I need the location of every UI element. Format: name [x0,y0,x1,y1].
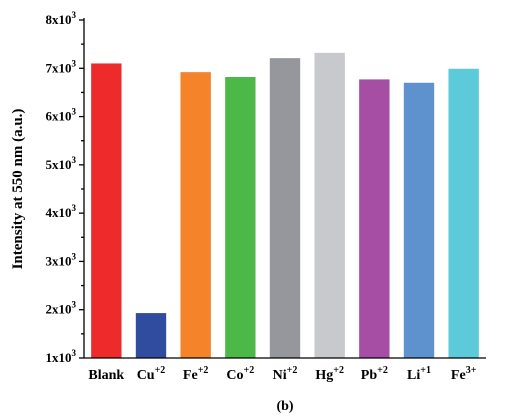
y-tick-label: 3x103 [46,251,77,268]
figure-caption: (b) [276,399,293,414]
bars-group [91,52,479,359]
bar [403,82,435,359]
bar [359,79,390,359]
bar [91,63,122,358]
y-tick-label: 6x103 [46,107,77,124]
y-tick-label: 4x103 [46,203,77,220]
x-tick-label: Co+2 [226,365,254,383]
bar [448,68,479,359]
x-tick-label: Fe+2 [183,365,208,383]
bar [314,52,345,358]
x-tick-label: Ni+2 [273,365,298,383]
bar [135,313,167,358]
y-tick-label: 7x103 [46,58,77,75]
y-axis-ticks: 1x103 2x103 3x103 4x103 5x103 6x103 7x103 8x103 [46,10,84,365]
y-tick-label: 2x103 [46,300,77,317]
x-tick-label: Fe3+ [451,365,477,383]
y-tick-label: 5x103 [46,155,77,172]
x-tick-label: Cu+2 [137,365,166,383]
x-tick-label: Pb+2 [361,365,388,383]
x-tick-label: Blank [88,368,124,383]
y-tick-label: 8x103 [46,10,77,27]
bar [269,58,301,358]
y-tick-label: 1x103 [46,348,77,365]
x-tick-label: Hg+2 [315,365,344,383]
x-axis-labels: Blank Cu+2 Fe+2 Co+2 Ni+2 Hg+2 Pb+2 Li+1 Fe3+ [88,365,476,383]
bar [180,72,211,359]
bar [225,76,256,358]
x-tick-label: Li+1 [407,365,431,383]
y-axis-title: Intensity at 550 nm (a.u.) [10,109,26,270]
